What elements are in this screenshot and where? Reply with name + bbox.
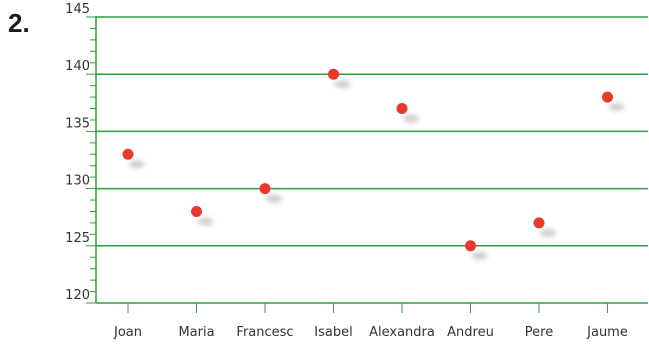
y-tick-label: 145	[65, 2, 90, 17]
data-point-shadow	[540, 228, 556, 237]
y-tick-label: 140	[65, 59, 90, 74]
x-tick-label: Pere	[525, 325, 553, 340]
y-tick-label: 125	[65, 231, 90, 246]
data-point	[396, 103, 408, 115]
data-points	[122, 68, 625, 260]
data-point	[191, 205, 202, 217]
data-point-shadow	[471, 251, 488, 260]
x-tick-label: Alexandra	[369, 325, 435, 340]
data-point	[533, 217, 545, 229]
data-point-shadow	[608, 103, 625, 112]
data-point-shadow	[403, 114, 419, 123]
y-tick-label: 135	[65, 116, 90, 131]
data-point-shadow	[266, 194, 282, 203]
data-point-shadow	[334, 80, 351, 89]
x-tick-label: Jaume	[586, 325, 628, 340]
x-tick-label: Andreu	[447, 325, 494, 340]
data-point-shadow	[197, 217, 214, 226]
data-point	[328, 68, 339, 80]
x-tick-label: Isabel	[314, 325, 352, 340]
y-tick-label: 130	[65, 174, 90, 189]
x-tick-label: Francesc	[236, 325, 293, 340]
data-point	[602, 91, 613, 103]
data-point	[122, 148, 134, 160]
y-tick-labels: 120 125 130 135 140 145	[65, 2, 90, 303]
x-tick-label: Maria	[178, 325, 214, 340]
data-point	[465, 240, 476, 252]
axes	[86, 16, 648, 313]
grid-lines	[96, 16, 648, 247]
data-point-shadow	[129, 160, 145, 169]
x-tick-labels: Joan Maria Francesc Isabel Alexandra Andreu Pe…	[113, 325, 628, 340]
y-tick-label: 120	[65, 288, 90, 303]
x-tick-label: Joan	[113, 325, 142, 340]
data-point	[259, 183, 271, 195]
exercise-number: 2.	[8, 8, 30, 38]
